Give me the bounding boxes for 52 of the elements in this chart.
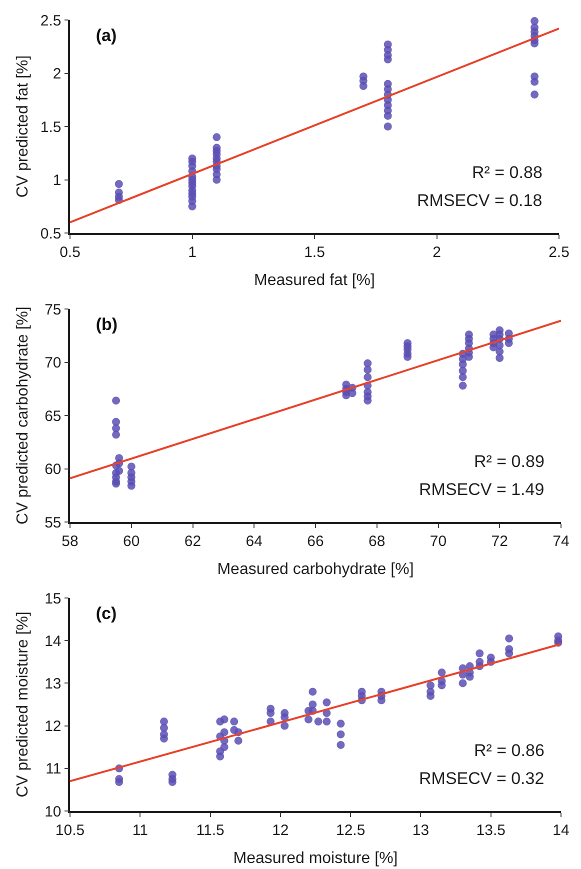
x-tick-label: 68 [368, 532, 386, 550]
annotation: RMSECV = 0.32 [419, 769, 544, 788]
y-tick-label: 2 [52, 66, 62, 82]
y-tick-label: 0.5 [40, 225, 62, 242]
y-tick-label: 60 [44, 461, 62, 478]
chart-title: (a) [96, 26, 117, 45]
annotation: RMSECV = 1.49 [419, 480, 544, 499]
y-tick-label: 65 [44, 408, 62, 425]
annotation: R² = 0.89 [474, 452, 544, 471]
y-tick-label: 75 [44, 301, 62, 318]
x-tick-label: 66 [307, 532, 324, 550]
x-tick-label: 72 [491, 532, 508, 550]
chart-title: (b) [96, 314, 118, 334]
y-tick-label: 55 [44, 514, 62, 532]
y-tick-label: 10 [44, 803, 62, 820]
x-tick-label: 14 [552, 822, 570, 839]
y-tick-label: 1.5 [40, 118, 62, 136]
x-tick-label: 62 [184, 532, 202, 550]
x-tick-label: 70 [430, 532, 447, 550]
x-axis-title: Measured carbohydrate [%] [217, 561, 414, 578]
x-tick-label: 12.5 [336, 822, 366, 839]
y-tick-label: 1 [52, 172, 62, 189]
y-tick-label: 11 [46, 760, 62, 778]
annotation: R² = 0.88 [472, 163, 542, 182]
y-tick-label: 15 [44, 590, 62, 608]
x-tick-label: 13 [412, 822, 430, 839]
x-tick-label: 12 [272, 822, 289, 839]
x-tick-label: 11 [132, 822, 148, 839]
annotation: R² = 0.86 [474, 741, 544, 760]
x-tick-label: 58 [62, 532, 78, 550]
x-tick-label: 74 [552, 532, 570, 550]
x-axis-title: Measured fat [%] [254, 272, 375, 289]
x-tick-label: 64 [246, 532, 262, 550]
x-tick-label: 1.5 [304, 244, 325, 261]
y-tick-label: 12 [44, 718, 62, 736]
x-tick-label: 2 [432, 244, 441, 261]
chart-title: (c) [96, 604, 117, 623]
x-tick-label: 1 [188, 244, 196, 261]
annotation: RMSECV = 0.18 [417, 191, 542, 210]
x-axis-title: Measured moisture [%] [233, 850, 398, 867]
x-tick-label: 60 [123, 532, 140, 550]
y-tick-label: 13 [44, 675, 62, 692]
x-tick-label: 13.5 [476, 822, 506, 839]
y-tick-label: 70 [44, 354, 62, 372]
y-axis-title: CV predicted moisture [%] [14, 612, 32, 798]
y-axis-title: CV predicted fat [%] [14, 55, 32, 198]
x-tick-label: 10.5 [55, 822, 85, 839]
y-tick-label: 2.5 [40, 12, 62, 30]
x-tick-label: 2.5 [548, 244, 570, 261]
x-tick-label: 11.5 [196, 822, 224, 839]
y-axis-title: CV predicted carbohydrate [%] [14, 306, 32, 524]
y-tick-label: 14 [44, 632, 62, 650]
